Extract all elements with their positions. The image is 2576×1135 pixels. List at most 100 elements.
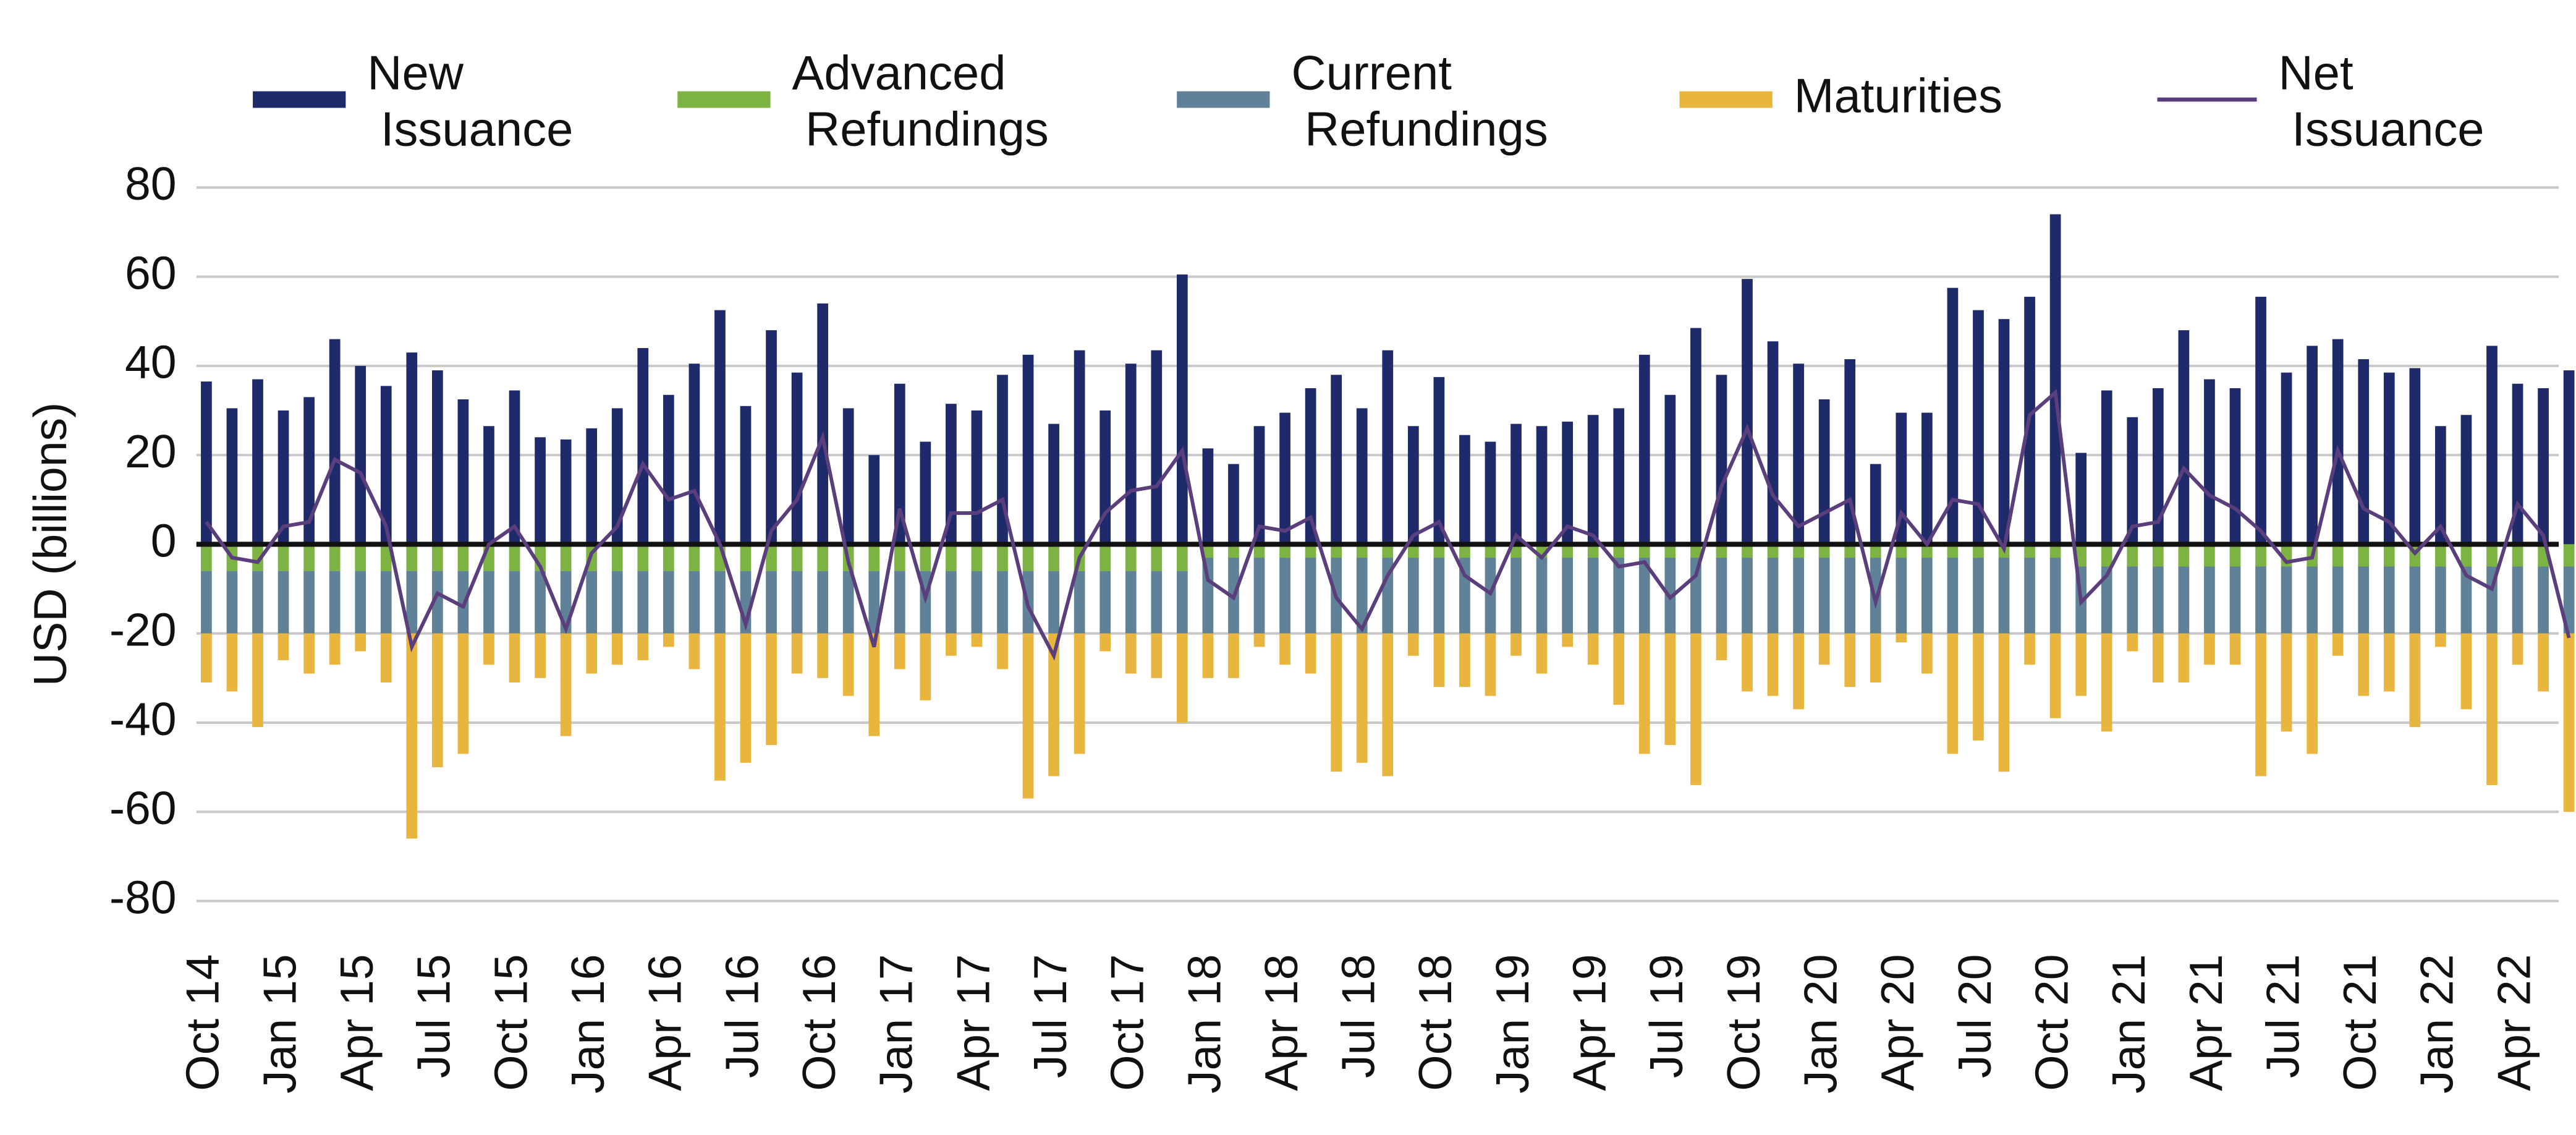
legend-label: Current Refundings xyxy=(1291,46,1548,156)
bar xyxy=(1947,558,1959,634)
bar xyxy=(2075,453,2087,545)
bar xyxy=(663,571,674,634)
bar xyxy=(1742,544,1753,558)
bar xyxy=(1022,544,1034,571)
bar xyxy=(1742,633,1753,692)
bar xyxy=(329,544,341,571)
bar xyxy=(1176,544,1188,571)
bar xyxy=(2486,633,2498,785)
bar xyxy=(1998,633,2010,772)
bar xyxy=(2024,544,2035,558)
bar xyxy=(2229,388,2241,545)
bar xyxy=(791,544,803,571)
x-tick-label: Oct 14 xyxy=(177,954,229,1090)
bar xyxy=(355,544,366,571)
x-tick-label: Jan 15 xyxy=(253,954,305,1094)
bar xyxy=(1767,633,1779,696)
bar xyxy=(560,439,572,545)
bar xyxy=(1844,359,1856,545)
bar xyxy=(1742,279,1753,545)
bar xyxy=(791,633,803,674)
bar xyxy=(1613,633,1625,705)
bar xyxy=(329,339,341,545)
bar xyxy=(2409,566,2421,634)
bar xyxy=(1767,341,1779,545)
bar xyxy=(637,348,649,545)
bar xyxy=(252,633,263,728)
bar xyxy=(303,633,315,674)
bar xyxy=(997,633,1008,670)
bar xyxy=(1074,350,1085,545)
x-tick-label: Jul 19 xyxy=(1640,954,1692,1078)
bar xyxy=(1331,544,1342,558)
x-tick-label: Jan 17 xyxy=(870,954,922,1094)
bar xyxy=(226,408,238,545)
bar xyxy=(303,571,315,634)
bar xyxy=(2538,633,2549,692)
bar xyxy=(688,633,700,670)
bar xyxy=(971,571,983,634)
bar xyxy=(2075,633,2087,696)
x-tick-label: Jul 21 xyxy=(2256,954,2308,1078)
bar xyxy=(1125,633,1137,674)
bar xyxy=(2281,633,2292,732)
bar xyxy=(2538,388,2549,545)
bar xyxy=(2281,372,2292,545)
bar xyxy=(1716,375,1727,545)
bar xyxy=(2127,417,2138,545)
bar xyxy=(842,571,854,634)
bar xyxy=(1793,558,1804,634)
bar xyxy=(1793,363,1804,545)
x-tick-label: Jul 15 xyxy=(408,954,460,1078)
bar xyxy=(2460,633,2472,710)
bar xyxy=(1356,558,1368,634)
bar xyxy=(509,544,520,571)
bar xyxy=(637,633,649,660)
x-tick-label: Oct 20 xyxy=(2025,954,2077,1090)
x-tick-label: Apr 22 xyxy=(2488,954,2540,1090)
bar xyxy=(2178,566,2190,634)
bar xyxy=(509,390,520,545)
bar xyxy=(1921,544,1933,558)
bar xyxy=(1433,544,1445,558)
bar xyxy=(1690,328,1701,545)
bar xyxy=(1407,544,1419,558)
bar xyxy=(201,633,212,683)
bar xyxy=(1536,426,1548,545)
bar xyxy=(355,571,366,634)
bar xyxy=(1433,376,1445,545)
bar xyxy=(2178,633,2190,683)
bar xyxy=(1433,633,1445,687)
bar xyxy=(406,633,418,839)
bar xyxy=(278,544,289,571)
bar xyxy=(1536,558,1548,634)
bar xyxy=(278,633,289,660)
y-tick-label: -60 xyxy=(109,782,177,834)
bar xyxy=(483,633,494,665)
bar xyxy=(1125,363,1137,545)
bar xyxy=(303,544,315,571)
x-tick-label: Jan 19 xyxy=(1486,954,1538,1094)
x-tick-label: Jan 22 xyxy=(2411,954,2463,1094)
bar xyxy=(2307,566,2318,634)
bar xyxy=(1664,633,1676,746)
bar xyxy=(740,544,752,571)
x-tick-label: Apr 18 xyxy=(1255,954,1307,1090)
bar xyxy=(406,571,418,634)
bar xyxy=(1382,633,1394,776)
bar xyxy=(2307,346,2318,545)
bar xyxy=(1562,544,1573,558)
bar xyxy=(1048,633,1059,776)
bar xyxy=(1459,435,1470,545)
bar xyxy=(1253,633,1265,647)
bar xyxy=(483,571,494,634)
bar xyxy=(688,544,700,571)
bar xyxy=(2101,390,2112,545)
bar xyxy=(766,633,777,746)
bar xyxy=(1716,544,1727,558)
bar xyxy=(252,571,263,634)
bar xyxy=(1151,571,1163,634)
bar xyxy=(2049,544,2061,558)
